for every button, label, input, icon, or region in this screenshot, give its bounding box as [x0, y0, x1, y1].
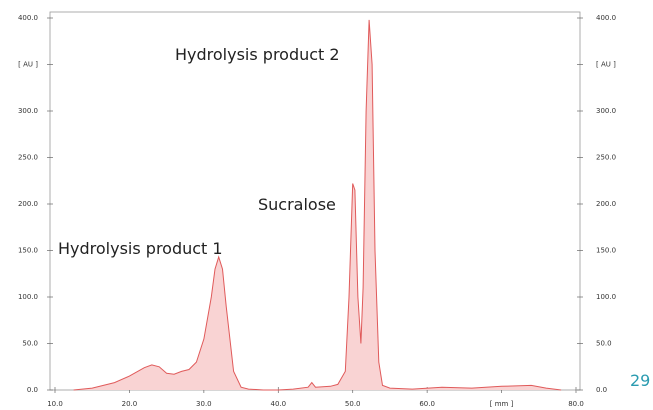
y2-tick-label: 0.0 [596, 386, 607, 394]
y-tick-label: 0.0 [27, 386, 38, 394]
x-tick-label: 40.0 [270, 400, 286, 408]
y2-tick-label: 300.0 [596, 107, 616, 115]
y2-tick-label: 250.0 [596, 154, 616, 162]
y-tick-label: 150.0 [18, 247, 38, 255]
annotation: Sucralose [258, 195, 336, 214]
y2-tick-label: 50.0 [596, 340, 612, 348]
annotation: Hydrolysis product 1 [58, 239, 223, 258]
y2-tick-label: 100.0 [596, 293, 616, 301]
x-tick-label: 80.0 [568, 400, 584, 408]
y-tick-label: 50.0 [22, 340, 38, 348]
y-tick-label: 400.0 [18, 14, 38, 22]
y-tick-label: 100.0 [18, 293, 38, 301]
y2-tick-label: 150.0 [596, 247, 616, 255]
x-tick-label: 60.0 [419, 400, 435, 408]
y-tick-label: 200.0 [18, 200, 38, 208]
x-tick-label: 20.0 [122, 400, 138, 408]
y-tick-label: 300.0 [18, 107, 38, 115]
y2-tick-label: 400.0 [596, 14, 616, 22]
x-tick-label: 50.0 [345, 400, 361, 408]
y-tick-label: 250.0 [18, 154, 38, 162]
x-tick-label: 10.0 [47, 400, 63, 408]
x-tick-label: [ mm ] [490, 400, 514, 408]
y2-tick-label: 200.0 [596, 200, 616, 208]
y2-tick-label: [ AU ] [596, 61, 616, 69]
area-line [73, 19, 562, 391]
annotation: Hydrolysis product 2 [175, 45, 340, 64]
y-tick-label: [ AU ] [18, 61, 38, 69]
x-tick-label: 30.0 [196, 400, 212, 408]
page-number: 29 [630, 371, 650, 390]
